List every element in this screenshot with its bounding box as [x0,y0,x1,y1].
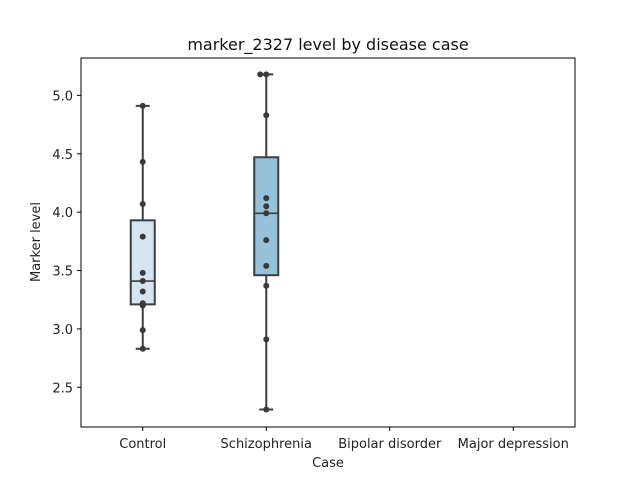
data-point [263,203,270,210]
y-tick-label: 2.5 [52,381,73,396]
plot-frame [80,57,576,428]
x-tick-label: Bipolar disorder [338,437,442,452]
data-point [139,278,146,285]
y-tick-label: 5.0 [52,89,73,104]
data-point [139,327,146,334]
data-point [263,282,270,289]
data-point [139,345,146,352]
y-tick-label: 3.0 [52,323,73,338]
data-point [263,195,270,202]
data-point [263,237,270,244]
x-tick-label: Control [119,437,166,452]
data-point [257,71,264,78]
y-tick-label: 4.0 [52,206,73,221]
x-axis-label: Case [312,456,344,471]
data-point [139,200,146,207]
data-point [263,210,270,217]
data-point [263,71,270,78]
x-tick-label: Schizophrenia [221,437,312,452]
data-point [139,269,146,276]
data-point [139,158,146,165]
data-point [139,300,146,307]
data-point [263,262,270,269]
data-point [263,336,270,343]
y-tick-label: 4.5 [52,148,73,163]
data-point [139,102,146,109]
data-point [263,406,270,413]
data-point [139,288,146,295]
y-tick-label: 3.5 [52,265,73,280]
chart-title: marker_2327 level by disease case [187,35,468,55]
x-tick-label: Major depression [458,437,569,452]
data-point [139,233,146,240]
y-axis-label: Marker level [29,202,44,282]
data-point [263,112,270,119]
